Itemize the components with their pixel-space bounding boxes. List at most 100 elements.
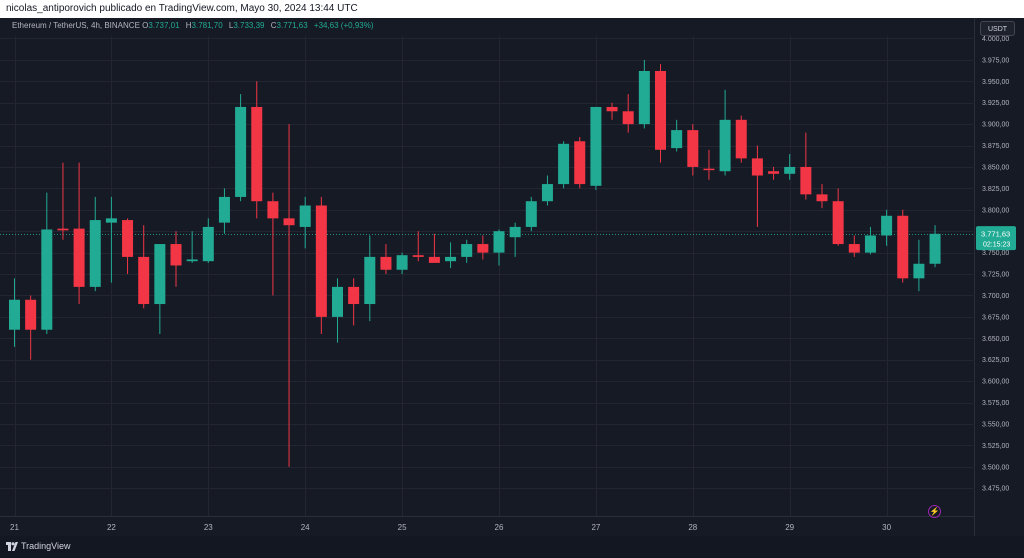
candle [848,235,860,257]
candle-body [541,184,553,202]
candle [73,162,85,305]
x-tick-label: 30 [882,523,891,532]
candle-body [477,244,489,253]
y-tick-label: 3.750,00 [982,250,1009,257]
x-tick-label: 22 [107,523,116,532]
candle-body [832,201,844,245]
candle-body [154,244,166,305]
candle-body [89,220,101,287]
candle-body [283,218,295,226]
candle [170,231,182,287]
legend-close-label: C [270,21,277,30]
y-tick-label: 3.925,00 [982,100,1009,107]
legend-high-label: H [185,21,192,30]
y-tick-label: 3.600,00 [982,379,1009,386]
legend-symbol: Ethereum / TetherUS, 4h, BINANCE [12,21,140,30]
footer-brand[interactable]: TradingView [21,541,71,551]
candle [380,244,392,275]
candle [445,242,457,269]
grid-lines [0,36,973,516]
candle-body [235,106,247,197]
candle-body [590,106,602,186]
y-tick-label: 3.550,00 [982,421,1009,428]
y-tick-label: 3.900,00 [982,122,1009,129]
y-tick-label: 3.825,00 [982,186,1009,193]
candle-body [202,226,214,262]
candle [574,136,586,189]
candle [267,192,279,296]
x-tick-label: 25 [398,523,407,532]
candle [864,226,876,255]
candle [283,124,295,467]
candle [315,196,327,335]
tradingview-logo-icon[interactable] [6,542,18,551]
legend-low-label: L [228,21,234,30]
y-tick-label: 3.575,00 [982,400,1009,407]
candle [929,225,941,268]
candle-body [25,299,37,330]
candle [509,222,521,257]
candle [735,115,747,163]
candle-body [186,259,198,262]
candle [800,132,812,200]
candle [784,154,796,180]
candle [719,89,731,176]
candle [332,278,343,343]
x-tick-label: 21 [10,523,19,532]
candle-body [348,286,360,305]
candle [687,124,699,176]
candle [477,235,489,260]
y-tick-label: 3.650,00 [982,336,1009,343]
candle-body [493,231,505,253]
x-tick-label: 27 [591,523,600,532]
candle-body [445,256,457,262]
candle [525,196,537,232]
candle [396,252,408,275]
chart-panel[interactable] [0,18,1024,536]
candle [105,196,117,283]
candle-body [251,106,263,202]
candle [154,244,166,335]
attribution-bar: nicolas_antiporovich publicado en Tradin… [0,0,1024,18]
candle-body [364,256,376,305]
candle [606,102,618,120]
candle [768,166,780,180]
x-tick-label: 23 [204,523,213,532]
candlestick-chart[interactable]: 3.475,00 3.500,00 3.525,00 3.550,00 3.575,00… [0,0,1024,536]
candle [428,233,440,263]
candle-body [218,196,230,223]
legend-open-value: 3.737,01 [148,21,180,30]
candle-body [299,205,311,227]
candle-body [638,70,650,125]
candle [655,64,666,163]
candle-body [735,119,747,159]
candle [412,231,424,262]
candle-body [768,171,780,174]
currency-button[interactable]: USDT [980,21,1015,36]
y-tick-label: 3.675,00 [982,314,1009,321]
symbol-legend: Ethereum / TetherUS, 4h, BINANCE O3.737,… [12,21,378,30]
candle-body [784,166,796,174]
candle-body [881,215,893,236]
legend-change: +34,63 (+0,93%) [313,21,374,30]
candle-body [380,256,392,270]
candle [186,231,198,263]
lightning-icon[interactable]: ⚡ [928,505,941,518]
y-tick-label: 4.000,00 [982,36,1009,43]
candle-body [800,166,812,195]
y-tick-label: 3.975,00 [982,57,1009,64]
candle-body [170,244,182,266]
y-tick-label: 3.700,00 [982,293,1009,300]
y-tick-label: 3.800,00 [982,207,1009,214]
y-tick-label: 3.525,00 [982,443,1009,450]
candle [590,106,602,191]
candle-body [897,215,909,279]
candle-body [73,228,85,287]
candle-body [687,130,699,167]
candles [9,59,941,467]
candle-body [138,256,150,305]
candle [235,94,247,202]
candle-body [864,235,876,253]
candle-body [332,286,343,317]
x-tick-label: 26 [495,523,504,532]
